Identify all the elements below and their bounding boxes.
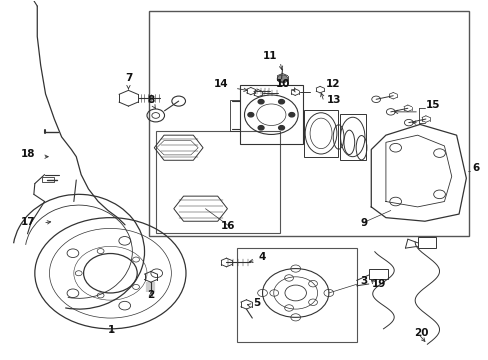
Circle shape	[288, 113, 294, 117]
Circle shape	[258, 99, 264, 104]
Text: 9: 9	[360, 218, 367, 228]
Bar	[417, 237, 435, 248]
Text: 18: 18	[21, 149, 36, 159]
Text: 20: 20	[413, 328, 428, 338]
Text: 8: 8	[147, 95, 154, 105]
Text: 12: 12	[325, 80, 340, 90]
Bar	[368, 269, 387, 279]
Text: 10: 10	[275, 80, 290, 90]
Text: 6: 6	[471, 163, 478, 173]
Bar	[42, 177, 54, 182]
Bar	[239, 85, 303, 144]
Text: 13: 13	[326, 95, 340, 105]
Text: 15: 15	[425, 100, 440, 110]
Text: 11: 11	[263, 51, 277, 61]
Bar	[339, 114, 366, 160]
Text: 5: 5	[252, 298, 260, 308]
Text: 2: 2	[147, 290, 154, 300]
Bar	[237, 248, 356, 342]
Text: 14: 14	[214, 80, 228, 90]
Bar	[229, 100, 239, 131]
Text: 16: 16	[221, 221, 235, 231]
Circle shape	[278, 126, 284, 130]
Text: 3: 3	[359, 276, 366, 286]
Text: 7: 7	[124, 73, 132, 84]
Text: 1: 1	[108, 325, 115, 336]
Text: 19: 19	[371, 279, 386, 289]
Circle shape	[278, 99, 284, 104]
Circle shape	[258, 126, 264, 130]
Circle shape	[247, 113, 253, 117]
Bar	[149, 12, 468, 235]
Text: 4: 4	[258, 252, 265, 262]
Bar	[156, 131, 280, 233]
Circle shape	[277, 75, 287, 83]
Text: 17: 17	[21, 217, 36, 227]
Bar	[304, 110, 337, 157]
